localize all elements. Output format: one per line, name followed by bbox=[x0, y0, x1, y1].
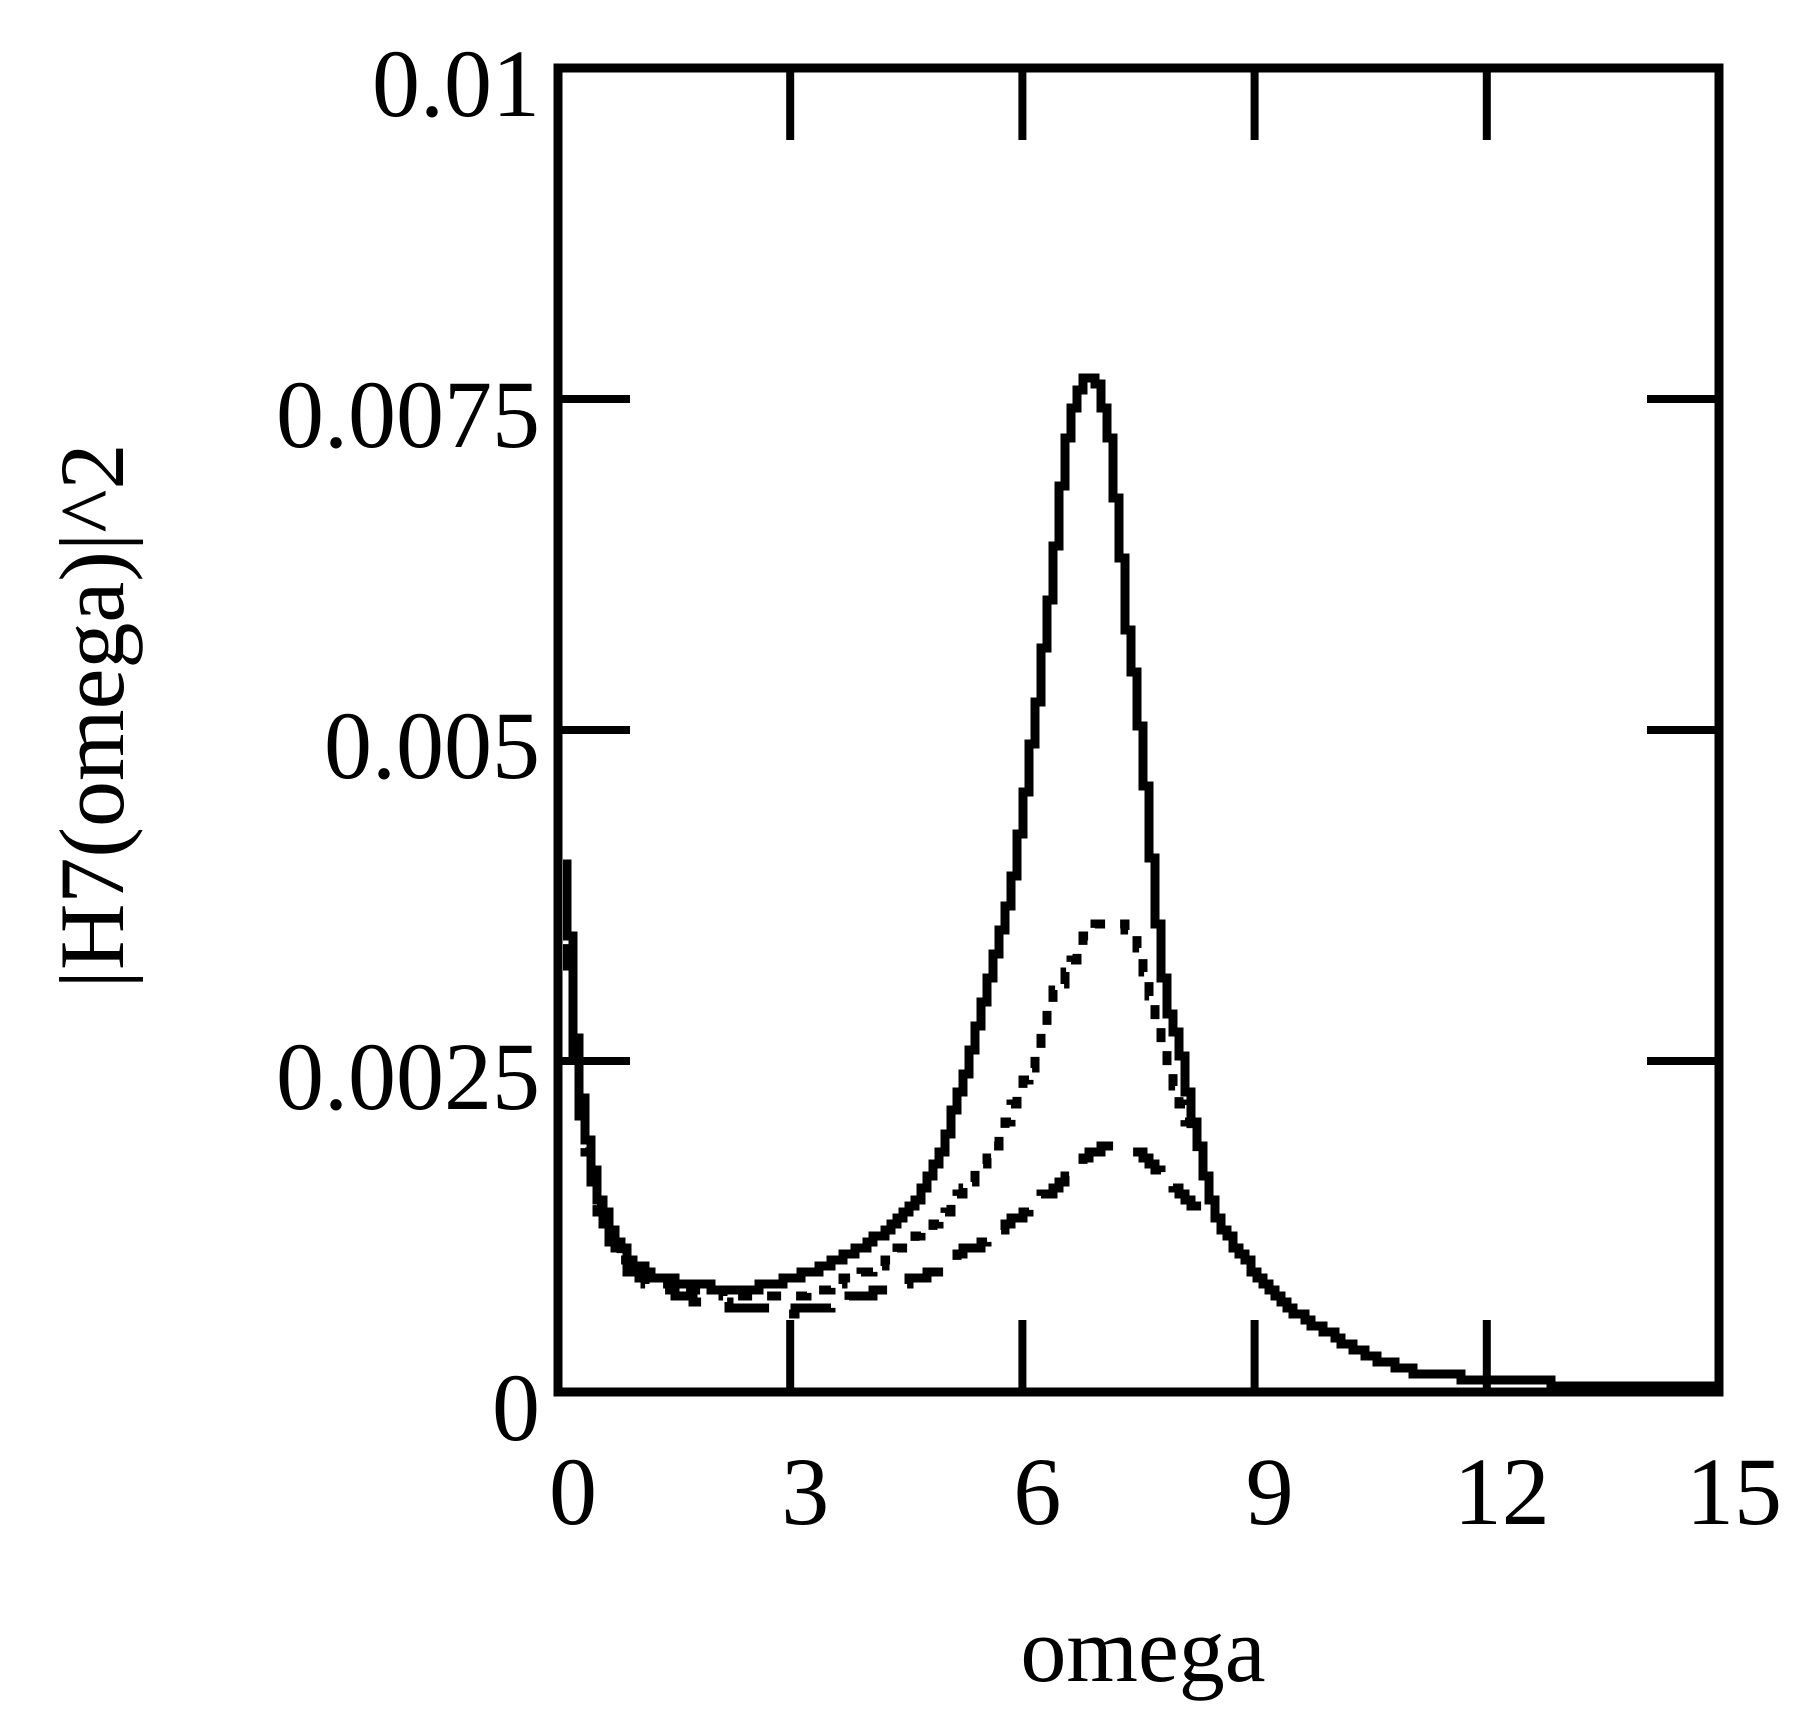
x-tick-label: 9 bbox=[1245, 1438, 1294, 1545]
y-tick-label: 0.01 bbox=[372, 30, 540, 137]
x-axis-title: omega bbox=[1020, 1599, 1266, 1701]
x-tick-label: 3 bbox=[781, 1438, 830, 1545]
short-dash-curve bbox=[563, 859, 1715, 1388]
solid-curve bbox=[563, 373, 1715, 1388]
y-axis-title: |H7(omega)|^2 bbox=[41, 443, 143, 989]
curves bbox=[563, 373, 1715, 1388]
x-tick-label: 0 bbox=[549, 1438, 597, 1545]
x-tick-label: 6 bbox=[1013, 1438, 1062, 1545]
long-dash-curve bbox=[563, 871, 1715, 1388]
x-tick-label: 12 bbox=[1453, 1438, 1550, 1545]
tick-marks bbox=[558, 68, 1719, 1392]
y-tick-label: 0.005 bbox=[324, 692, 540, 799]
y-tick-label: 0.0075 bbox=[276, 361, 540, 468]
x-tick-label: 15 bbox=[1686, 1438, 1782, 1545]
y-tick-label: 0.0025 bbox=[276, 1023, 540, 1130]
y-tick-label: 0 bbox=[492, 1354, 540, 1461]
